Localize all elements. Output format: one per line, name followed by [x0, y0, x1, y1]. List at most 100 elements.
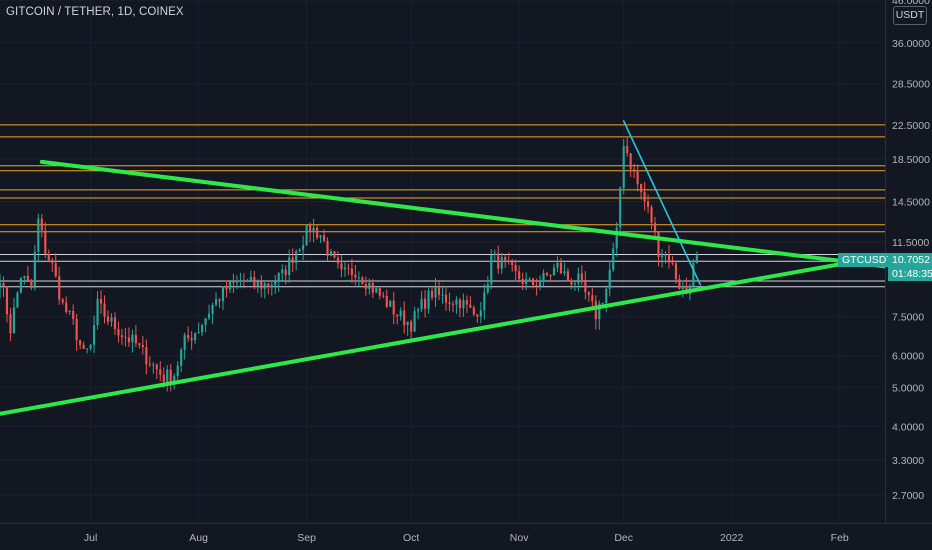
- candle-body: [347, 267, 350, 269]
- candle-body: [601, 302, 604, 304]
- candle-body: [152, 364, 155, 366]
- candle-body: [594, 301, 597, 320]
- candle-body: [410, 321, 413, 332]
- candle-body: [542, 273, 545, 283]
- candle-body: [33, 251, 36, 289]
- candle-body: [82, 344, 85, 349]
- candle-body: [444, 294, 448, 303]
- candle-body: [225, 286, 228, 290]
- candle-body: [197, 332, 200, 334]
- candle-body: [514, 265, 517, 272]
- y-tick-label: 6.0000: [892, 351, 924, 363]
- candle-body: [451, 303, 455, 305]
- candle-body: [12, 307, 16, 334]
- x-tick-label: 2022: [720, 532, 744, 544]
- candle-body: [58, 276, 61, 300]
- candle-body: [430, 290, 434, 298]
- candle-body: [284, 269, 287, 276]
- candle-body: [556, 262, 559, 268]
- candle-body: [96, 298, 99, 326]
- candle-body: [127, 337, 130, 343]
- candle-body: [218, 299, 221, 302]
- candle-body: [681, 286, 684, 289]
- candle-body: [389, 300, 392, 307]
- candle-body: [5, 286, 9, 315]
- candle-body: [448, 302, 451, 304]
- candle-body: [490, 254, 493, 285]
- candle-body: [103, 303, 106, 317]
- candle-body: [364, 284, 367, 289]
- candle-body: [521, 278, 524, 285]
- candle-body: [44, 230, 47, 254]
- candle-body: [169, 369, 172, 383]
- candle-body: [423, 298, 427, 309]
- candle-body: [86, 348, 89, 350]
- candle-body: [535, 284, 538, 287]
- candle-body: [187, 334, 190, 339]
- candle-body: [239, 280, 242, 282]
- candle-body: [281, 269, 284, 274]
- candle-body: [214, 299, 218, 305]
- candle-body: [608, 269, 611, 289]
- candle-body: [207, 313, 211, 319]
- candle-body: [113, 317, 117, 330]
- candle-body: [155, 364, 158, 370]
- candle-body: [30, 280, 33, 289]
- candle-body: [89, 344, 92, 349]
- candle-body: [9, 314, 12, 334]
- x-tick-label: Nov: [510, 532, 529, 544]
- candle-body: [124, 336, 127, 338]
- chart-title: GITCOIN / TETHER, 1D, COINEX: [6, 6, 184, 18]
- candle-body: [678, 279, 681, 289]
- candle-body: [633, 169, 636, 172]
- candle-body: [120, 335, 124, 337]
- trendline: [39, 159, 887, 269]
- candle-body: [322, 235, 326, 241]
- candle-body: [483, 292, 486, 311]
- candle-body: [40, 218, 43, 231]
- candle-body: [472, 307, 475, 315]
- candle-body: [319, 235, 322, 238]
- candle-body: [75, 318, 78, 341]
- candle-body: [312, 227, 315, 232]
- candle-body: [587, 292, 590, 296]
- candle-body: [368, 282, 371, 289]
- candle-body: [19, 278, 22, 293]
- candle-body: [106, 316, 110, 322]
- candle-body: [511, 261, 514, 266]
- x-tick-label: Sep: [297, 532, 316, 544]
- candle-body: [382, 295, 385, 297]
- candle-body: [72, 311, 75, 319]
- candle-body: [584, 279, 587, 293]
- candle-body: [141, 345, 144, 347]
- y-tick-label: 11.5000: [892, 237, 929, 249]
- candle-body: [256, 281, 259, 287]
- candle-body: [138, 343, 141, 346]
- candle-body: [626, 146, 629, 154]
- candle-body: [343, 267, 347, 270]
- candle-body: [570, 280, 573, 285]
- candle-body: [545, 273, 549, 276]
- candle-body: [357, 277, 360, 279]
- candle-body: [615, 227, 618, 249]
- candle-body: [270, 285, 273, 288]
- candle-body: [235, 280, 239, 283]
- candle-body: [403, 310, 406, 326]
- candle-body: [68, 311, 71, 313]
- candle-body: [333, 251, 336, 258]
- candle-body: [605, 288, 608, 303]
- candle-body: [493, 253, 496, 255]
- currency-button[interactable]: USDT: [893, 6, 927, 25]
- x-tick-label: Feb: [831, 532, 849, 544]
- candle-body: [399, 310, 402, 317]
- candle-body: [260, 281, 263, 289]
- candle-body: [326, 240, 329, 256]
- candle-body: [434, 286, 437, 298]
- candle-body: [274, 281, 277, 286]
- candle-body: [26, 275, 29, 281]
- candle-body: [528, 278, 531, 280]
- candle-body: [166, 369, 169, 383]
- candle-body: [336, 257, 340, 264]
- candle-body: [469, 304, 472, 308]
